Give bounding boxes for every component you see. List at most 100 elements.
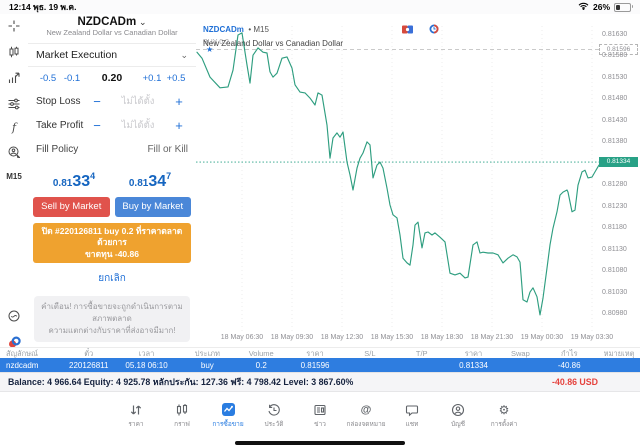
battery-percent: 26% — [592, 2, 610, 12]
take-profit-plus-button[interactable]: + — [175, 117, 183, 133]
buy-by-market-button[interactable]: Buy by Market — [114, 197, 191, 217]
buy-position-annotation: BUY 0.2 — [203, 39, 229, 46]
sessions-clock-icon[interactable] — [429, 21, 439, 39]
account-summary-bar: Balance: 4 966.64 Equity: 4 925.78 หลักป… — [0, 372, 640, 391]
current-price-tag: 0.81334 — [599, 157, 638, 168]
nav-mailbox[interactable]: @ กล่องจดหมาย — [346, 403, 386, 429]
volume-dec-small-button[interactable]: -0.1 — [63, 72, 81, 84]
nav-charts[interactable]: กราฟ — [160, 402, 204, 429]
price-axis-label: 0.81530 — [602, 73, 628, 81]
chart-period: • M15 — [248, 25, 269, 34]
table-header-cell: Volume — [248, 349, 274, 358]
nav-chat[interactable]: แชท — [390, 402, 434, 429]
status-bar: 12:14 พุธ. 19 พ.ค. 26% — [0, 0, 640, 14]
select-tool-icon[interactable] — [0, 145, 28, 159]
objects-f-icon[interactable]: f — [11, 120, 17, 134]
take-profit-row: Take Profit − ไม่ได้ตั้ง + — [28, 113, 196, 137]
cancel-link[interactable]: ยกเลิก — [98, 273, 126, 285]
price-axis: 0.81596 0.81334 0.81630 0.81580 0.81530 0.8… — [599, 14, 640, 347]
nav-settings[interactable]: ⚙ การตั้งค่า — [490, 402, 518, 429]
time-axis-label: 18 May 18:30 — [420, 334, 464, 341]
gear-icon: ⚙ — [498, 402, 510, 417]
price-axis-label: 0.81580 — [602, 52, 628, 60]
chevron-down-icon: ⌄ — [180, 49, 188, 60]
nav-accounts[interactable]: บัญชี — [436, 402, 480, 429]
chart-type-icon[interactable] — [0, 71, 28, 85]
timeframe-button[interactable]: M15 — [6, 171, 22, 181]
account-summary: Balance: 4 966.64 Equity: 4 925.78 หลักป… — [8, 377, 354, 387]
chart-plot — [196, 26, 610, 332]
take-profit-input[interactable]: ไม่ได้ตั้ง — [121, 119, 155, 131]
chart-toolbar-sidebar: f M15 — [0, 14, 29, 349]
battery-icon — [614, 2, 633, 12]
nav-quotes[interactable]: ราคา — [114, 402, 158, 429]
buy-entry-marker-icon: ★ — [206, 45, 214, 54]
stop-loss-input[interactable]: ไม่ได้ตั้ง — [121, 95, 155, 107]
open-price-tag: 0.81596 — [599, 44, 638, 56]
sell-price: 0.81334 — [52, 171, 96, 190]
sell-by-market-button[interactable]: Sell by Market — [33, 197, 110, 217]
take-profit-minus-button[interactable]: − — [93, 117, 101, 133]
volume-inc-small-button[interactable]: +0.1 — [142, 72, 162, 84]
nav-history[interactable]: ประวัติ — [252, 402, 296, 429]
volume-value[interactable]: 0.20 — [101, 72, 123, 84]
execution-warning: คำเตือน! การซื้อขายจะถูกดำเนินการตามสภาพ… — [34, 296, 190, 343]
chat-smiley-icon[interactable] — [0, 309, 28, 323]
table-cell: 0.81334 — [459, 360, 488, 370]
price-chart[interactable]: NZDCADm • M15 New Zealand Dollar vs Cana… — [196, 14, 640, 347]
table-header-cell: เวลา — [138, 348, 155, 358]
home-indicator[interactable] — [235, 441, 405, 445]
price-axis-label: 0.81380 — [602, 138, 628, 146]
buy-price: 0.81347 — [128, 171, 172, 190]
nav-trade[interactable]: การซื้อขาย — [206, 402, 250, 429]
price-axis-label: 0.81130 — [602, 245, 627, 253]
quotes-arrows-icon — [129, 402, 143, 417]
at-sign-icon: @ — [360, 403, 372, 416]
volume-inc-large-button[interactable]: +0.5 — [166, 72, 186, 84]
time-axis: 18 May 06:30 18 May 09:30 18 May 12:30 18 M… — [196, 334, 613, 346]
price-axis-label: 0.81280 — [602, 181, 628, 189]
candles-icon — [175, 402, 189, 417]
stop-loss-minus-button[interactable]: − — [93, 93, 101, 109]
open-position-row[interactable]: nzdcadm 220126811 05.18 06:10 buy 0.2 0.81596… — [0, 358, 640, 372]
time-axis-label: 18 May 06:30 — [220, 334, 264, 341]
nav-news[interactable]: ข่าว — [298, 402, 342, 429]
order-type-selector[interactable]: Market Execution ⌄ — [28, 44, 196, 67]
metatrader-app-icon[interactable] — [0, 335, 28, 349]
time-axis-label: 18 May 15:30 — [370, 334, 414, 341]
table-header-cell: สัญลักษณ์ — [6, 348, 39, 358]
symbol-selector[interactable]: NZDCADm ⌄ New Zealand Dollar vs Canadian… — [28, 14, 196, 44]
wifi-icon — [578, 2, 589, 12]
status-time-date: 12:14 พุธ. 19 พ.ค. — [9, 2, 77, 12]
price-axis-label: 0.81080 — [602, 267, 628, 275]
table-header-cell: S/L — [364, 349, 376, 358]
close-position-notice[interactable]: ปิด #220126811 buy 0.2 ที่ราคาตลาดด้วยกา… — [33, 223, 191, 264]
price-axis-label: 0.80980 — [602, 310, 628, 317]
symbol-flags-icon[interactable] — [402, 21, 413, 39]
table-cell: buy — [200, 360, 214, 370]
bottom-navigation: ราคา กราฟ การซื้อขาย ประวัติ ข่าว @ กล่อ… — [0, 391, 640, 447]
floating-profit: -40.86 USD — [552, 377, 598, 387]
crosshair-icon[interactable] — [0, 19, 28, 33]
fill-policy-selector[interactable]: Fill Policy Fill or Kill — [28, 137, 196, 161]
newspaper-icon — [313, 402, 327, 417]
table-header-cell: ประเภท — [194, 348, 220, 358]
volume-stepper: -0.5 -0.1 0.20 +0.1 +0.5 — [28, 67, 196, 89]
candlestick-chart-icon[interactable] — [0, 45, 28, 59]
time-axis-label: 18 May 21:30 — [470, 334, 514, 341]
stop-loss-row: Stop Loss − ไม่ได้ตั้ง + — [28, 89, 196, 113]
indicators-icon[interactable] — [0, 97, 28, 111]
table-cell: 0.2 — [255, 360, 267, 370]
table-header-cell: กำไร — [560, 348, 578, 358]
stop-loss-label: Stop Loss — [36, 95, 81, 107]
trade-panel: NZDCADm ⌄ New Zealand Dollar vs Canadian… — [28, 14, 197, 347]
table-header-cell: ตั๋ว — [84, 348, 94, 358]
table-header-cell: Swap — [511, 349, 530, 358]
volume-dec-large-button[interactable]: -0.5 — [39, 72, 57, 84]
table-cell: nzdcadm — [6, 360, 39, 370]
symbol-name: NZDCADm — [77, 16, 137, 28]
positions-table-header: สัญลักษณ์ ตั๋ว เวลา ประเภท Volume ราคา S/L T/P ร… — [0, 347, 640, 359]
chart-symbol: NZDCADm — [203, 25, 244, 34]
stop-loss-plus-button[interactable]: + — [175, 93, 183, 109]
